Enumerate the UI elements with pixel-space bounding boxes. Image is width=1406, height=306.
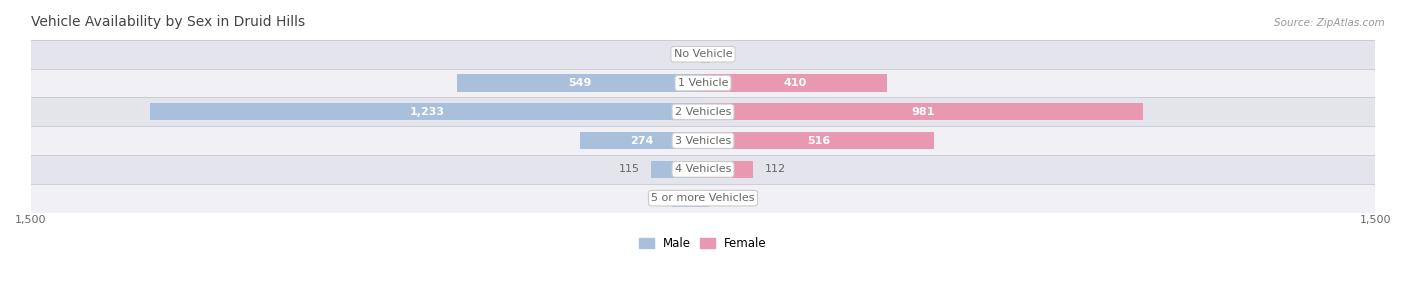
Bar <box>31 40 1375 69</box>
Bar <box>703 74 887 92</box>
Bar <box>651 161 703 178</box>
Text: 1 Vehicle: 1 Vehicle <box>678 78 728 88</box>
Text: Vehicle Availability by Sex in Druid Hills: Vehicle Availability by Sex in Druid Hil… <box>31 15 305 29</box>
Text: 2 Vehicles: 2 Vehicles <box>675 107 731 117</box>
Text: 516: 516 <box>807 136 831 146</box>
Text: 5 or more Vehicles: 5 or more Vehicles <box>651 193 755 203</box>
Bar <box>703 46 710 63</box>
Text: 70: 70 <box>647 193 661 203</box>
Bar <box>150 103 703 121</box>
Bar <box>581 132 703 149</box>
Bar <box>31 184 1375 213</box>
Text: 13: 13 <box>720 193 734 203</box>
Text: 4 Vehicles: 4 Vehicles <box>675 164 731 174</box>
Text: 112: 112 <box>765 164 786 174</box>
Text: Source: ZipAtlas.com: Source: ZipAtlas.com <box>1274 18 1385 28</box>
Bar <box>31 97 1375 126</box>
Text: 1,233: 1,233 <box>409 107 444 117</box>
Text: 115: 115 <box>619 164 640 174</box>
Bar <box>702 46 703 63</box>
Text: 549: 549 <box>568 78 592 88</box>
Bar <box>31 69 1375 97</box>
Text: 410: 410 <box>783 78 807 88</box>
Bar <box>703 161 754 178</box>
Bar <box>703 103 1143 121</box>
Text: 274: 274 <box>630 136 654 146</box>
Bar <box>31 126 1375 155</box>
Bar <box>31 155 1375 184</box>
Text: 4: 4 <box>683 49 690 59</box>
Bar <box>703 132 934 149</box>
Bar <box>703 189 709 207</box>
Legend: Male, Female: Male, Female <box>634 233 772 255</box>
Text: No Vehicle: No Vehicle <box>673 49 733 59</box>
Bar <box>672 189 703 207</box>
Text: 15: 15 <box>721 49 735 59</box>
Text: 3 Vehicles: 3 Vehicles <box>675 136 731 146</box>
Bar <box>457 74 703 92</box>
Text: 981: 981 <box>911 107 935 117</box>
